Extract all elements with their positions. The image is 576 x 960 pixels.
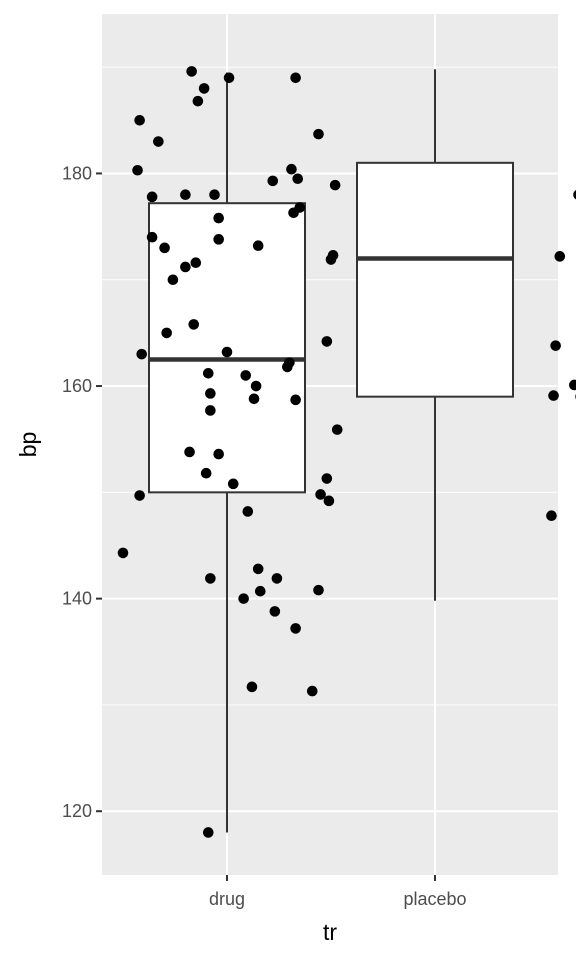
data-point <box>192 95 204 107</box>
data-point <box>209 189 220 201</box>
data-point <box>271 573 283 584</box>
data-point <box>290 72 301 84</box>
data-point <box>550 340 561 351</box>
data-point <box>267 175 279 187</box>
data-point <box>134 490 145 501</box>
y-tick-label: 120 <box>62 801 92 821</box>
data-point <box>161 327 172 339</box>
data-point <box>227 478 239 490</box>
data-point <box>146 191 158 203</box>
data-point <box>205 573 216 584</box>
data-point <box>290 623 301 634</box>
data-point <box>573 190 576 200</box>
data-point <box>213 448 224 460</box>
data-point <box>205 388 216 399</box>
y-tick-label: 180 <box>62 163 92 183</box>
data-point <box>315 489 326 500</box>
x-axis: drug placebo <box>209 875 467 909</box>
data-point <box>548 390 559 401</box>
data-point <box>242 506 254 517</box>
data-point <box>167 274 179 286</box>
y-tick-label: 160 <box>62 376 92 396</box>
data-point <box>146 231 158 243</box>
data-point <box>198 83 210 94</box>
data-point <box>250 380 262 392</box>
data-points <box>117 66 576 838</box>
data-point <box>327 249 339 261</box>
data-point <box>306 685 318 697</box>
data-point <box>202 827 214 838</box>
data-point <box>252 563 264 575</box>
data-point <box>213 212 224 224</box>
data-point <box>180 189 191 201</box>
box-body <box>356 161 514 398</box>
y-axis: 120 140 160 180 <box>62 163 102 821</box>
data-point <box>159 242 170 254</box>
x-axis-title: tr <box>323 919 337 945</box>
data-point <box>202 367 214 379</box>
data-point <box>254 585 266 597</box>
data-point <box>132 164 143 176</box>
data-point <box>117 547 129 559</box>
y-axis-title: bp <box>15 432 41 458</box>
data-point <box>153 136 164 147</box>
data-point <box>180 261 191 273</box>
data-point <box>134 114 145 126</box>
data-point <box>248 393 260 405</box>
data-point <box>569 379 576 391</box>
data-point <box>238 593 249 604</box>
data-point <box>321 336 333 347</box>
data-point <box>269 606 281 617</box>
y-tick-label: 140 <box>62 589 92 609</box>
data-point <box>292 173 304 185</box>
data-point <box>136 348 148 360</box>
data-point <box>252 240 264 252</box>
data-point <box>554 251 566 262</box>
data-point <box>286 163 297 175</box>
data-point <box>546 510 557 522</box>
data-point <box>200 467 212 479</box>
data-point <box>290 394 301 406</box>
data-point <box>190 257 202 269</box>
data-point <box>329 179 341 191</box>
data-point <box>213 234 224 245</box>
x-tick-label: drug <box>209 889 245 909</box>
data-point <box>284 357 295 368</box>
data-point <box>294 202 306 213</box>
x-tick-label: placebo <box>403 889 466 909</box>
data-point <box>184 446 195 458</box>
data-point <box>186 66 197 77</box>
data-point <box>221 346 233 358</box>
data-point <box>331 424 343 435</box>
data-point <box>323 495 335 507</box>
data-point <box>246 681 258 693</box>
data-point <box>321 473 333 484</box>
data-point <box>223 72 235 84</box>
box-placebo <box>356 69 514 601</box>
data-point <box>313 584 324 596</box>
data-point <box>205 405 216 416</box>
data-point <box>240 370 252 381</box>
data-point <box>188 319 200 330</box>
data-point <box>313 128 324 140</box>
